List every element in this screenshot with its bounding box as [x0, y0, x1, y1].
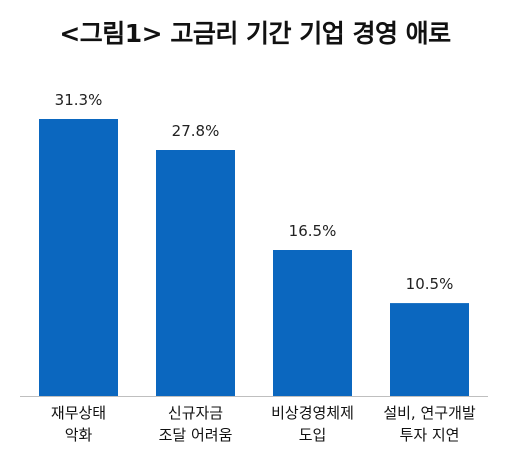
bar-value-label-4: 10.5% — [406, 275, 454, 293]
category-label-3-line-1: 비상경영체제 — [271, 404, 354, 422]
bar-value-label-1: 31.3% — [55, 91, 103, 109]
bar-3 — [273, 250, 352, 396]
category-label-1-line-1: 재무상태 — [51, 404, 106, 422]
chart-title: <그림1> 고금리 기간 기업 경영 애로 — [59, 19, 451, 48]
category-label-4-line-1: 설비, 연구개발 — [383, 404, 476, 422]
bar-2 — [156, 150, 235, 396]
bars-group — [39, 119, 469, 396]
bar-value-label-2: 27.8% — [172, 122, 220, 140]
category-label-1-line-2: 악화 — [65, 426, 93, 444]
category-label-2-line-1: 신규자금 — [168, 404, 223, 422]
category-label-2-line-2: 조달 어려움 — [159, 426, 233, 444]
bar-1 — [39, 119, 118, 396]
bar-value-label-3: 16.5% — [289, 222, 337, 240]
bar-4 — [390, 303, 469, 396]
category-label-4-line-2: 투자 지연 — [400, 426, 460, 444]
category-label-3-line-2: 도입 — [299, 426, 327, 444]
